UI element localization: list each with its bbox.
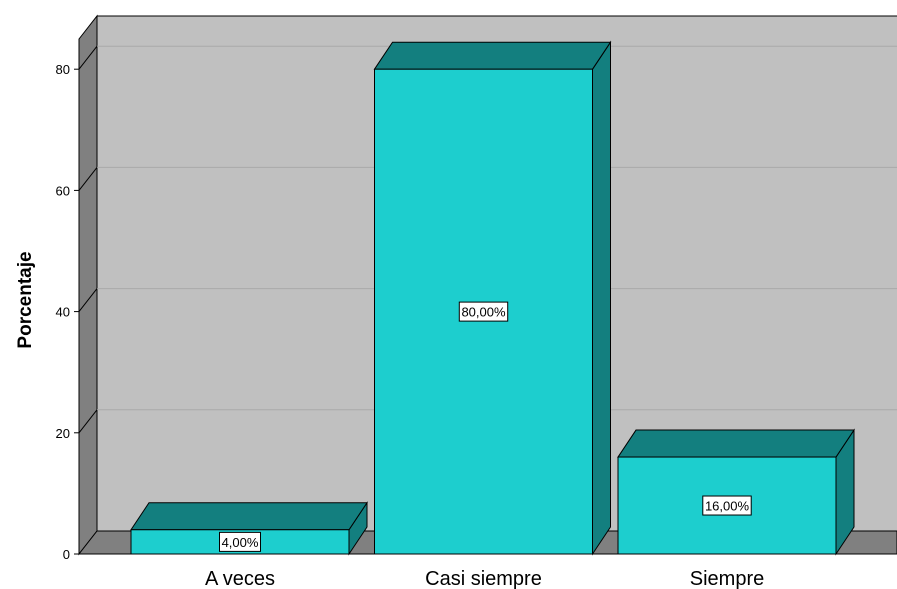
bar-side — [592, 40, 611, 556]
gridline-wall-segment — [78, 409, 98, 434]
gridline-wall-segment — [78, 167, 98, 191]
bars: 4,00% 80,00% 16,00% — [130, 40, 855, 556]
x-axis-labels: A veces Casi siempre Siempre — [205, 568, 764, 589]
x-tick-label: Casi siempre — [425, 568, 542, 589]
plot-left-wall — [78, 14, 98, 556]
y-tick-label: 0 — [63, 547, 70, 562]
data-label: 80,00% — [461, 305, 506, 320]
bar-top — [617, 429, 855, 458]
bar: 80,00% — [373, 40, 612, 556]
data-label-box — [702, 495, 752, 516]
data-label-box — [458, 301, 509, 322]
x-tick-label: A veces — [205, 568, 275, 589]
data-label: 16,00% — [705, 499, 750, 514]
x-tick-label: Siempre — [690, 568, 764, 589]
data-label: 4,00% — [222, 535, 259, 550]
bar: 16,00% — [617, 428, 855, 556]
gridline-wall-segment — [78, 45, 98, 70]
y-tick-label: 80 — [56, 62, 70, 77]
y-tick-label: 20 — [56, 426, 70, 441]
bar-top — [130, 502, 368, 531]
gridline-wall-segment — [78, 288, 98, 312]
y-axis-ticks: 0 20 40 60 80 — [56, 62, 79, 562]
y-tick-label: 60 — [56, 183, 70, 198]
data-label-box — [219, 531, 261, 552]
bar: 4,00% — [130, 501, 368, 556]
y-tick-label: 40 — [56, 305, 70, 320]
bar-top — [373, 41, 612, 70]
y-axis-label: Porcentaje — [15, 251, 36, 348]
